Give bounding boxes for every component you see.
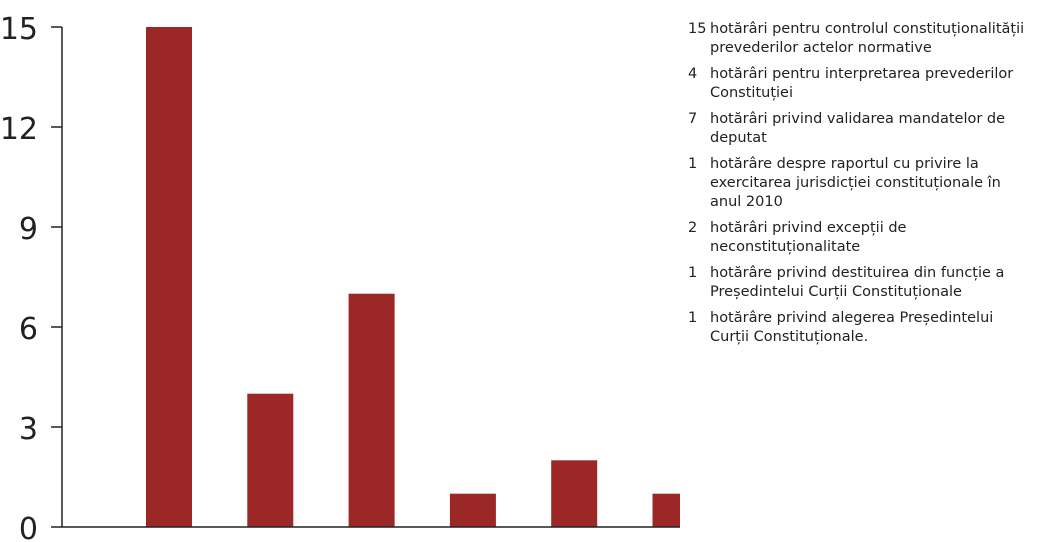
legend-item: 2 hotărâri privind excepții de neconstit… [688, 219, 1033, 257]
y-tick-label: 6 [19, 312, 38, 347]
legend-count: 1 [688, 265, 698, 281]
bar [348, 293, 395, 527]
legend-item: 4 hotărâri pentru interpretarea preveder… [688, 65, 1033, 103]
legend-text: hotărâri privind validarea mandatelor de… [710, 111, 1006, 146]
bar-chart: 0 3 6 9 12 15 [0, 12, 680, 542]
y-tick-label: 3 [19, 412, 38, 447]
legend-count: 4 [688, 66, 698, 82]
y-tick-label: 0 [19, 512, 38, 542]
y-axis-ticks: 0 3 6 9 12 15 [0, 12, 62, 542]
legend-item: 1 hotărâre privind alegerea Președintelu… [688, 309, 1033, 347]
y-tick-label: 15 [0, 12, 38, 47]
legend-count: 1 [688, 156, 698, 172]
bar [449, 493, 496, 527]
legend-text: hotărâri pentru interpretarea prevederil… [710, 66, 1014, 101]
bar [551, 460, 598, 527]
legend-item: 1 hotărâre privind destituirea din funcț… [688, 264, 1033, 302]
legend-item: 1 hotărâre despre raportul cu privire la… [688, 155, 1033, 212]
bars-group [146, 27, 680, 527]
bar [247, 393, 294, 527]
y-tick-label: 9 [19, 212, 38, 247]
legend-text: hotărâri privind excepții de neconstituț… [710, 220, 907, 255]
legend-count: 7 [688, 111, 698, 127]
legend-item: 15 hotărâri pentru controlul constituțio… [688, 20, 1033, 58]
legend: 15 hotărâri pentru controlul constituțio… [688, 20, 1033, 354]
legend-text: hotărâre privind destituirea din funcție… [710, 265, 1005, 300]
legend-text: hotărâre privind alegerea Președintelui … [710, 310, 994, 345]
legend-count: 1 [688, 310, 698, 326]
y-tick-label: 12 [0, 112, 38, 147]
bar [146, 27, 192, 527]
bar [652, 493, 680, 527]
legend-item: 7 hotărâri privind validarea mandatelor … [688, 110, 1033, 148]
legend-count: 2 [688, 220, 698, 236]
legend-text: hotărâre despre raportul cu privire la e… [710, 156, 1001, 210]
legend-text: hotărâri pentru controlul constituțional… [710, 21, 1025, 56]
legend-count: 15 [688, 21, 707, 37]
